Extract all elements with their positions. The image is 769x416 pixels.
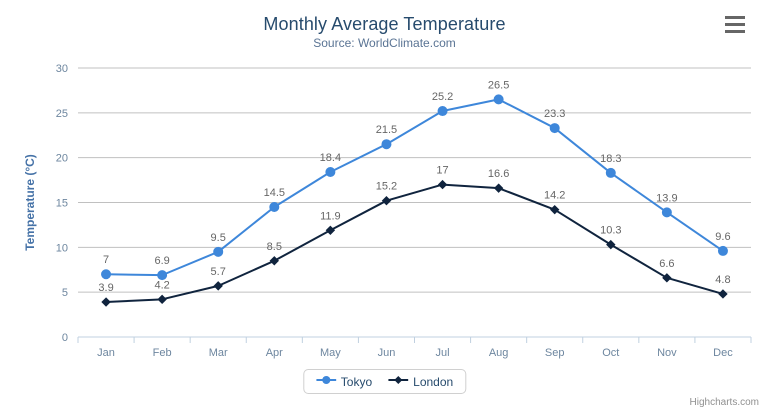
legend-item-tokyo[interactable]: Tokyo — [315, 374, 373, 389]
data-point-label: 10.3 — [600, 225, 621, 237]
data-point-marker[interactable] — [213, 281, 223, 291]
data-point-marker[interactable] — [381, 139, 392, 150]
x-axis-tick-label: May — [320, 347, 341, 359]
chart-legend[interactable]: Tokyo London — [302, 369, 467, 394]
y-axis-tick-label: 0 — [62, 332, 68, 344]
data-point-marker[interactable] — [325, 167, 336, 178]
data-point-marker[interactable] — [550, 204, 560, 215]
menu-bar-3 — [725, 30, 745, 33]
x-axis-tick-label: Jul — [436, 347, 450, 359]
data-point-marker[interactable] — [157, 294, 167, 305]
data-point-marker[interactable] — [493, 94, 504, 105]
y-axis-tick-label: 25 — [56, 108, 68, 120]
data-point-marker[interactable] — [381, 195, 392, 206]
data-point-marker[interactable] — [662, 273, 672, 283]
data-point-label: 6.9 — [154, 255, 169, 267]
data-point-label: 7 — [103, 254, 109, 266]
data-point-label: 5.7 — [211, 266, 226, 278]
menu-bar-2 — [725, 23, 745, 26]
highcharts-credit[interactable]: Highcharts.com — [689, 397, 759, 408]
data-point-label: 14.2 — [544, 190, 565, 202]
data-point-label: 8.5 — [267, 241, 282, 253]
data-point-marker[interactable] — [101, 297, 111, 307]
data-point-label: 4.2 — [154, 279, 169, 291]
x-axis-tick-label: Apr — [266, 347, 283, 359]
data-point-label: 23.3 — [544, 108, 565, 120]
data-point-marker[interactable] — [157, 270, 168, 281]
data-point-marker[interactable] — [213, 246, 224, 257]
data-point-marker[interactable] — [661, 207, 672, 218]
data-point-label: 16.6 — [488, 168, 509, 180]
data-point-label: 9.5 — [211, 232, 226, 244]
legend-label: London — [413, 374, 454, 389]
data-point-marker[interactable] — [718, 289, 728, 299]
data-point-label: 13.9 — [656, 192, 677, 204]
data-point-label: 18.4 — [320, 152, 341, 164]
data-point-label: 14.5 — [264, 187, 285, 199]
series-line-london[interactable] — [105, 183, 724, 304]
x-axis-tick-label: Oct — [602, 347, 619, 359]
data-point-marker[interactable] — [717, 245, 728, 256]
data-point-marker[interactable] — [269, 201, 280, 212]
data-point-marker[interactable] — [101, 269, 112, 280]
x-axis-tick-label: Nov — [657, 347, 677, 359]
x-axis-tick-label: Dec — [713, 347, 733, 359]
y-axis-title: Temperature (°C) — [23, 154, 37, 251]
y-axis-tick-label: 10 — [56, 242, 68, 254]
data-point-marker[interactable] — [549, 123, 560, 134]
data-point-label: 21.5 — [376, 124, 397, 136]
data-point-label: 9.6 — [715, 231, 730, 243]
data-point-label: 11.9 — [320, 210, 341, 222]
data-point-marker[interactable] — [437, 179, 448, 190]
x-axis-tick-label: Aug — [489, 347, 509, 359]
x-axis-tick-label: Jun — [378, 347, 396, 359]
chart-title: Monthly Average Temperature — [263, 14, 506, 34]
data-point-marker[interactable] — [437, 106, 448, 117]
y-axis-tick-label: 5 — [62, 287, 68, 299]
data-point-label: 15.2 — [376, 181, 397, 193]
legend-marker-circle-icon — [315, 374, 336, 389]
chart-subtitle: Source: WorldClimate.com — [313, 36, 456, 50]
data-point-marker[interactable] — [325, 225, 336, 236]
x-axis-tick-label: Sep — [545, 347, 565, 359]
x-axis-tick-label: Mar — [209, 347, 228, 359]
data-point-label: 25.2 — [432, 91, 453, 103]
y-axis-tick-label: 15 — [56, 198, 68, 210]
data-point-marker[interactable] — [269, 256, 279, 266]
hamburger-menu-icon[interactable] — [723, 14, 751, 38]
y-axis-tick-label: 30 — [56, 63, 68, 75]
data-point-marker[interactable] — [605, 167, 616, 178]
data-point-label: 4.8 — [715, 274, 730, 286]
x-axis-tick-label: Feb — [153, 347, 172, 359]
data-point-label: 3.9 — [98, 282, 113, 294]
data-point-marker[interactable] — [493, 183, 504, 193]
y-axis-tick-label: 20 — [56, 153, 68, 165]
data-point-label: 17 — [436, 165, 448, 177]
legend-item-london[interactable]: London — [388, 374, 453, 389]
data-point-label: 18.3 — [600, 153, 621, 165]
legend-marker-diamond-icon — [388, 374, 409, 389]
x-axis-tick-label: Jan — [97, 347, 115, 359]
menu-bar-1 — [725, 16, 745, 19]
data-point-label: 26.5 — [488, 79, 509, 91]
data-point-label: 6.6 — [659, 258, 674, 270]
data-point-marker[interactable] — [606, 239, 616, 250]
series-line-tokyo[interactable] — [105, 98, 724, 277]
legend-label: Tokyo — [340, 374, 373, 389]
